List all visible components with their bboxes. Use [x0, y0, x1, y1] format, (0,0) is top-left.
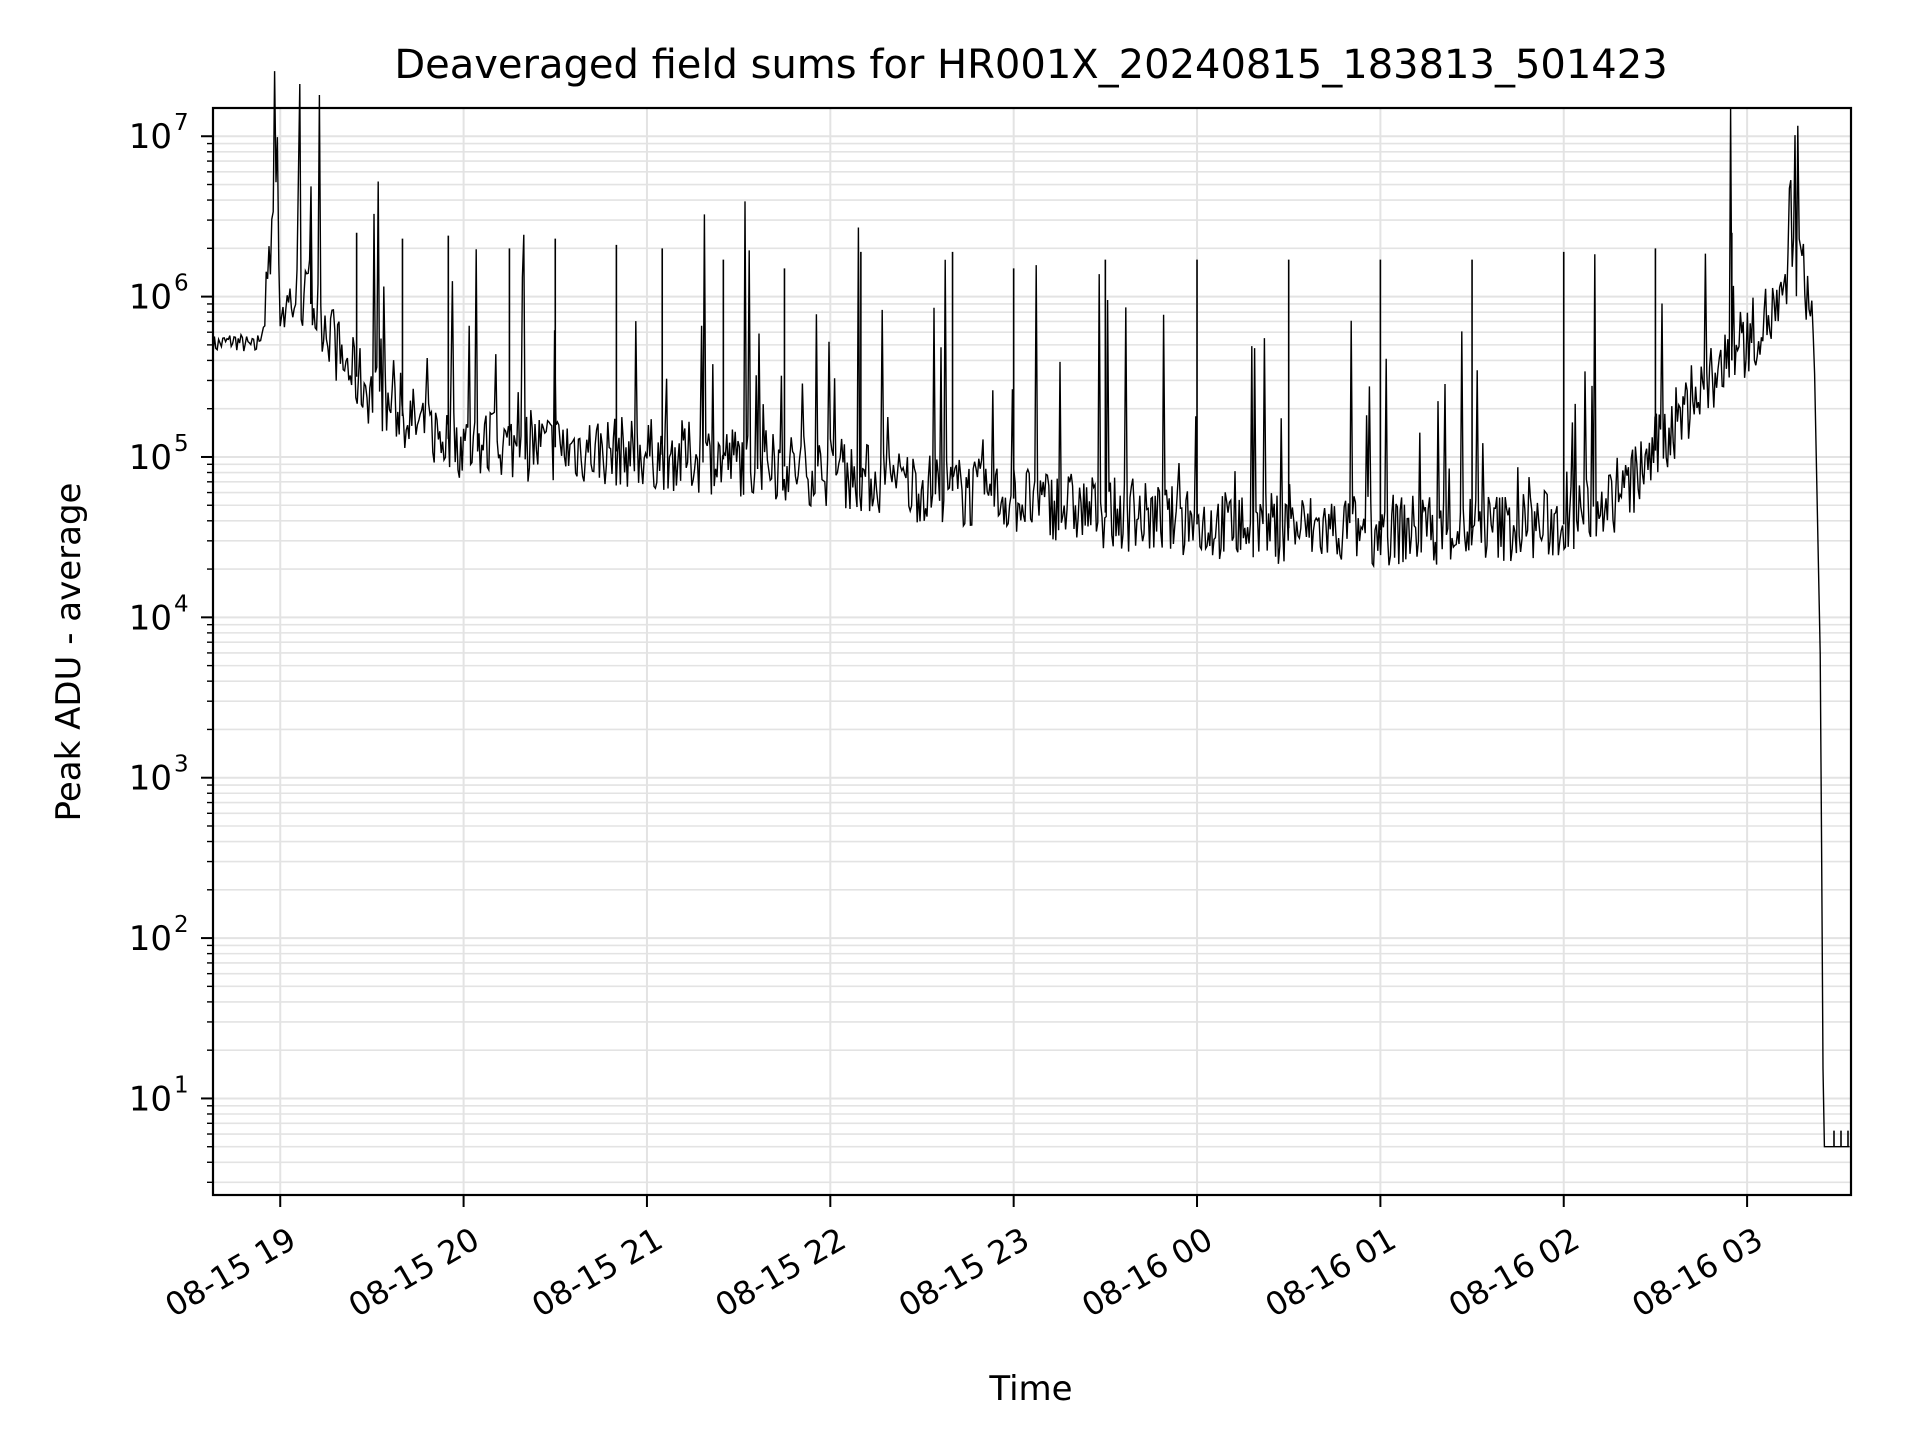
- y-tick-base: 10: [129, 1079, 172, 1119]
- y-tick-exponent: 1: [174, 1072, 189, 1098]
- x-tick-label: 08-16 00: [1075, 1220, 1219, 1325]
- x-tick-label: 08-15 23: [892, 1220, 1036, 1325]
- x-tick-label: 08-16 03: [1625, 1220, 1769, 1325]
- y-tick-base: 10: [129, 438, 172, 478]
- y-tick-exponent: 4: [174, 591, 189, 617]
- x-tick-label: 08-15 20: [342, 1220, 486, 1325]
- y-tick-label: 10 2: [129, 912, 189, 959]
- y-tick-label: 10 6: [129, 271, 189, 318]
- x-tick-label: 08-16 02: [1442, 1220, 1586, 1325]
- y-tick-label: 10 7: [129, 110, 189, 157]
- y-tick-base: 10: [129, 919, 172, 959]
- y-tick-exponent: 2: [174, 912, 189, 938]
- series-line: [212, 71, 1850, 1148]
- x-tick-label: 08-15 22: [709, 1220, 853, 1325]
- y-axis-label: Peak ADU - average: [49, 483, 89, 822]
- y-tick-exponent: 5: [174, 431, 189, 457]
- chart-title: Deaveraged field sums for HR001X_2024081…: [394, 42, 1667, 88]
- y-tick-label: 10 5: [129, 431, 189, 478]
- y-tick-exponent: 3: [174, 752, 189, 778]
- y-tick-exponent: 7: [174, 110, 189, 136]
- plot-frame: [211, 106, 1853, 1197]
- x-axis: 08-15 19 08-15 20 08-15 21 08-15 22 08-15 23…: [159, 1195, 1769, 1325]
- y-tick-exponent: 6: [174, 271, 189, 297]
- y-tick-base: 10: [129, 278, 172, 318]
- y-tick-label: 10 3: [129, 752, 189, 799]
- y-tick-base: 10: [129, 117, 172, 157]
- grid: [213, 108, 1851, 1195]
- y-tick-base: 10: [129, 759, 172, 799]
- y-tick-label: 10 4: [129, 591, 189, 638]
- series: [212, 71, 1850, 1148]
- y-tick-base: 10: [129, 598, 172, 638]
- x-tick-label: 08-15 19: [159, 1220, 303, 1325]
- x-axis-label: Time: [988, 1369, 1072, 1409]
- y-tick-label: 10 1: [129, 1072, 189, 1119]
- x-tick-label: 08-16 01: [1259, 1220, 1403, 1325]
- x-tick-label: 08-15 21: [525, 1220, 669, 1325]
